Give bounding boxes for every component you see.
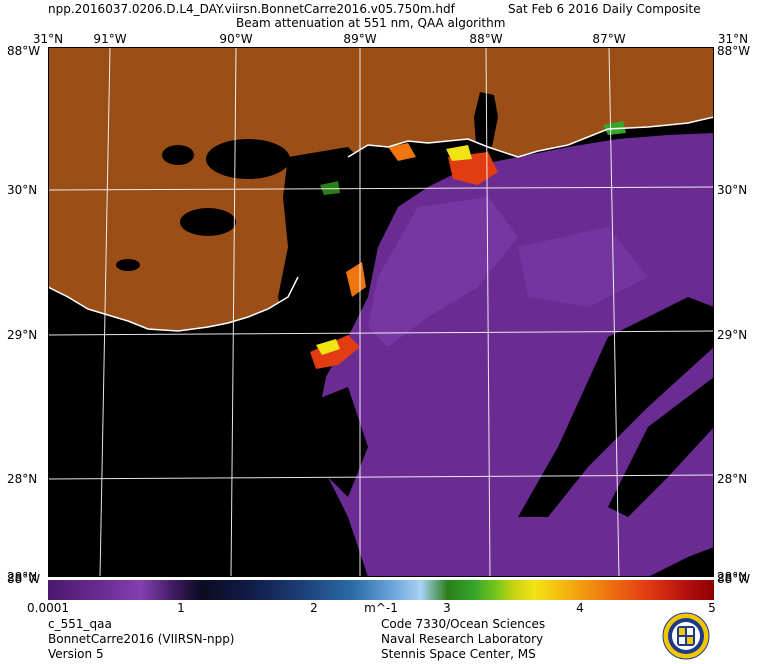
turbid-borgne <box>388 143 416 161</box>
delta-nodata <box>278 147 378 367</box>
lake-small <box>116 259 140 271</box>
corner-lon-bottom-left: 88°W <box>7 572 41 586</box>
corner-lon-top-left: 88°W <box>7 44 41 58</box>
land <box>48 47 714 331</box>
colorbar <box>48 580 714 600</box>
date-title: Sat Feb 6 2016 Daily Composite <box>508 2 701 16</box>
nrl-seal-icon <box>662 612 710 660</box>
lon-tick-91w: 91°W <box>93 32 127 46</box>
colorbar-tick-1: 1 <box>177 601 185 615</box>
meridian-91w <box>99 47 111 577</box>
parallel-28n <box>48 474 714 480</box>
corner-lon-top-right: 88°W <box>717 44 751 58</box>
graticule <box>48 47 714 577</box>
corner-lat-bottom-right: 28°N <box>717 570 748 584</box>
turbid-mobile-yellow <box>446 145 472 161</box>
filename-title: npp.2016037.0206.D.L4_DAY.viirsn.BonnetC… <box>48 2 455 16</box>
colorbar-tick-4: 4 <box>576 601 584 615</box>
colorbar-tick-min: 0.0001 <box>27 601 69 615</box>
cloud-streak-3 <box>298 387 368 497</box>
corner-lon-bottom-right: 88°W <box>717 572 751 586</box>
lake-salvador <box>180 208 236 236</box>
footer-version: Version 5 <box>48 647 104 661</box>
attenuation-map <box>48 47 714 577</box>
lake-maurepas <box>162 145 194 165</box>
corner-lat-bottom-left: 28°N <box>7 570 38 584</box>
meridian-88w <box>485 47 491 577</box>
footer-code: Code 7330/Ocean Sciences <box>381 617 546 631</box>
water-plume-light <box>368 197 518 347</box>
lon-tick-89w: 89°W <box>343 32 377 46</box>
lat-tick-30n-left: 30°N <box>7 183 38 197</box>
lat-tick-29n-right: 29°N <box>717 328 748 342</box>
lake-pontchartrain <box>206 139 290 179</box>
cloud-streak-2 <box>608 377 714 517</box>
colorbar-tick-3: 3 <box>443 601 451 615</box>
lat-tick-29n-left: 29°N <box>7 328 38 342</box>
product-subtitle: Beam attenuation at 551 nm, QAA algorith… <box>236 16 506 30</box>
turbid-lakeborgne-green <box>320 181 340 195</box>
turbid-barataria <box>346 262 366 297</box>
turbid-mississippi <box>310 335 360 369</box>
water-plume-band <box>518 227 648 307</box>
meridian-87w <box>608 47 620 577</box>
turbid-mobile <box>448 152 498 185</box>
footer-product: c_551_qaa <box>48 617 112 631</box>
mobile-bay <box>474 92 498 147</box>
lon-tick-87w: 87°W <box>592 32 626 46</box>
corner-lat-top-left: 31°N <box>32 32 64 46</box>
colorbar-unit: m^-1 <box>364 601 398 615</box>
map-frame <box>48 47 714 577</box>
footer-lab: Naval Research Laboratory <box>381 632 544 646</box>
colorbar-tick-5: 5 <box>708 601 716 615</box>
lat-tick-28n-left: 28°N <box>7 472 38 486</box>
meridian-90w <box>230 47 237 577</box>
lat-tick-28n-right: 28°N <box>717 472 748 486</box>
lon-tick-88w: 88°W <box>469 32 503 46</box>
colorbar-tick-2: 2 <box>310 601 318 615</box>
lon-tick-90w: 90°W <box>219 32 253 46</box>
parallel-29n <box>48 330 714 336</box>
footer-region: BonnetCarre2016 (VIIRSN-npp) <box>48 632 235 646</box>
corner-lat-top-right: 31°N <box>717 32 749 46</box>
coastline <box>48 116 714 332</box>
lat-tick-30n-right: 30°N <box>717 183 748 197</box>
footer-location: Stennis Space Center, MS <box>381 647 536 661</box>
parallel-30n <box>48 186 714 191</box>
turbid-miss-yellow <box>316 339 340 355</box>
